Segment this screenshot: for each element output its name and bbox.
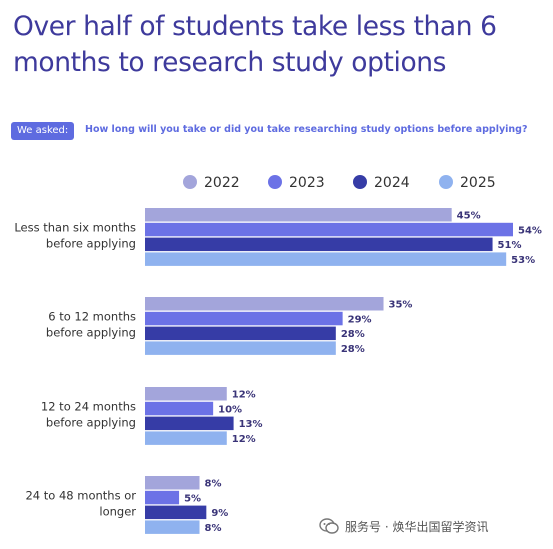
bar-2022-group-2: [145, 297, 384, 311]
survey-question: How long will you take or did you take r…: [85, 124, 528, 135]
data-label-2024-group-3: 13%: [239, 419, 263, 430]
category-label-3: 12 to 24 months: [41, 400, 136, 414]
wechat-icon: [319, 518, 339, 534]
legend-label-2024: 2024: [374, 175, 410, 191]
watermark-text: 服务号 · 焕华出国留学资讯: [345, 519, 489, 534]
data-label-2022-group-3: 12%: [232, 390, 256, 401]
legend-swatch-2024: [353, 175, 367, 189]
bar-2023-group-2: [145, 311, 343, 326]
category-label-2: 6 to 12 months: [48, 310, 136, 324]
data-label-2024-group-4: 9%: [211, 508, 228, 519]
legend-swatch-2022: [183, 175, 197, 189]
category-label-4: 24 to 48 months or: [25, 489, 136, 503]
data-label-2025-group-1: 53%: [511, 255, 535, 266]
bar-2024-group-1: [145, 237, 493, 252]
bar-2024-group-2: [145, 326, 336, 341]
bar-2023-group-1: [145, 222, 513, 237]
chart-title: Over half of students take less than 6 m…: [13, 11, 497, 78]
category-label-2: before applying: [46, 326, 136, 340]
data-label-2022-group-2: 35%: [389, 300, 413, 311]
watermark: 服务号 · 焕华出国留学资讯: [318, 515, 488, 537]
data-label-2022-group-1: 45%: [457, 211, 481, 222]
category-label-1: Less than six months: [14, 221, 136, 235]
data-label-2023-group-2: 29%: [348, 314, 372, 325]
category-label-1: before applying: [46, 237, 136, 251]
bar-2025-group-1: [145, 252, 507, 266]
we-asked-badge: We asked:: [11, 122, 75, 140]
bar-2024-group-3: [145, 416, 234, 431]
legend-label-2023: 2023: [289, 175, 325, 191]
bar-2022-group-3: [145, 387, 227, 401]
legend-swatch-2025: [439, 175, 453, 189]
bar-2023-group-4: [145, 490, 180, 505]
bar-2024-group-4: [145, 505, 207, 520]
category-label-3: before applying: [46, 416, 136, 430]
category-label-4: longer: [99, 505, 136, 519]
bar-2022-group-1: [145, 208, 452, 222]
legend-label-2022: 2022: [204, 175, 240, 191]
data-label-2024-group-2: 28%: [341, 329, 365, 340]
data-label-2025-group-2: 28%: [341, 344, 365, 355]
bar-2025-group-3: [145, 431, 227, 445]
data-label-2025-group-3: 12%: [232, 434, 256, 445]
data-label-2025-group-4: 8%: [205, 523, 222, 534]
data-label-2023-group-1: 54%: [518, 225, 542, 236]
legend-swatch-2023: [268, 175, 282, 189]
data-label-2024-group-1: 51%: [498, 240, 522, 251]
bar-2023-group-3: [145, 401, 214, 416]
bar-2025-group-2: [145, 341, 336, 355]
data-label-2023-group-3: 10%: [218, 404, 242, 415]
bar-2025-group-4: [145, 520, 200, 534]
legend-label-2025: 2025: [460, 175, 496, 191]
bar-chart: 2022 2023 2024 2025 45% 54% 51% 53% Less than si…: [14, 175, 542, 534]
data-label-2023-group-4: 5%: [184, 493, 201, 504]
bar-2022-group-4: [145, 476, 200, 490]
data-label-2022-group-4: 8%: [205, 479, 222, 490]
